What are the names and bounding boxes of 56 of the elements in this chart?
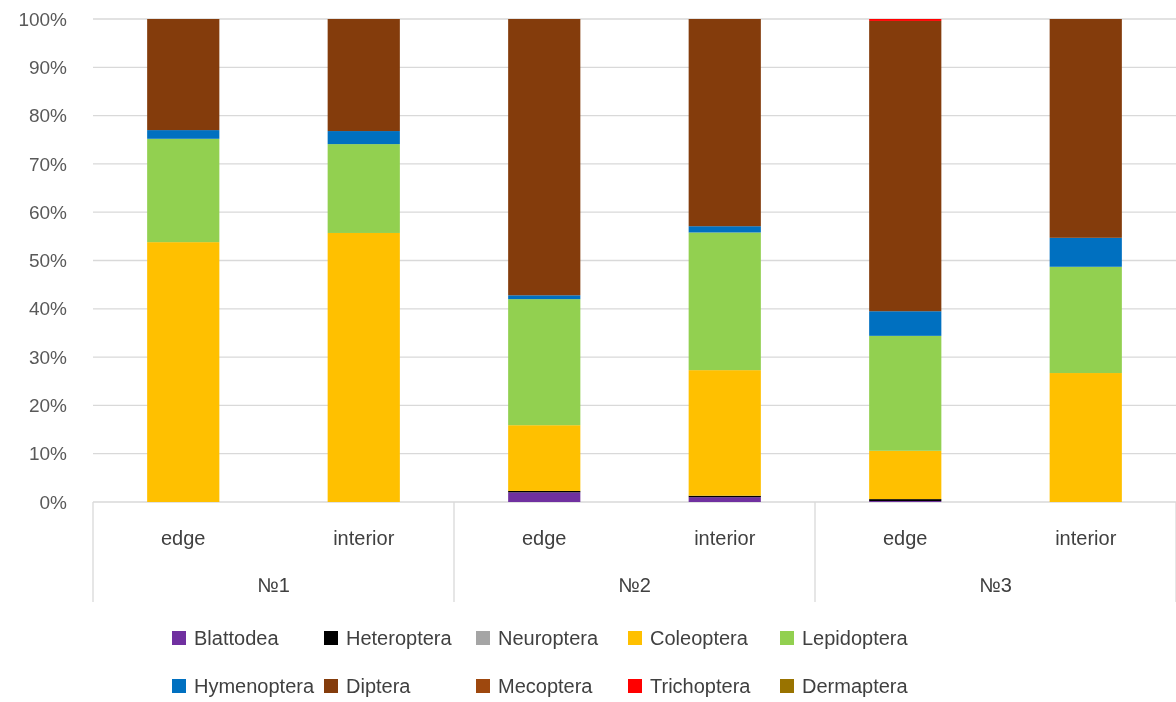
bar — [508, 492, 581, 502]
y-tick-label: 60% — [28, 201, 68, 223]
y-tick-label: 90% — [28, 56, 68, 78]
legend-label: Dermaptera — [802, 675, 909, 697]
legend-label: Mecoptera — [498, 675, 594, 697]
legend-label: Coleoptera — [650, 627, 749, 649]
y-tick-label: 0% — [39, 491, 68, 513]
bar — [869, 311, 942, 336]
text: №1 — [257, 574, 290, 596]
bar — [147, 242, 220, 502]
legend-label: Blattodea — [194, 627, 280, 649]
x-tick-label: interior — [333, 527, 395, 549]
bar — [1049, 266, 1122, 374]
bar — [1049, 237, 1122, 267]
x-tick-label: edge — [161, 527, 206, 549]
bar — [508, 19, 581, 296]
x-tick-label: edge — [883, 527, 928, 549]
bar — [508, 425, 581, 491]
bar — [327, 19, 400, 132]
bar — [327, 144, 400, 233]
bar — [327, 232, 400, 502]
text: №3 — [979, 574, 1012, 596]
y-tick-label: 70% — [28, 153, 68, 175]
bar — [869, 20, 942, 312]
bar — [688, 226, 761, 233]
y-tick-label: 100% — [18, 8, 68, 30]
y-tick-label: 50% — [28, 250, 68, 272]
legend-label: Heteroptera — [346, 627, 453, 649]
y-tick-label: 40% — [28, 298, 68, 320]
bar — [508, 299, 581, 426]
x-tick-label: interior — [1055, 527, 1117, 549]
bar — [688, 232, 761, 371]
bar — [869, 335, 942, 451]
bar — [1049, 373, 1122, 502]
y-tick-label: 80% — [28, 105, 68, 127]
bar — [688, 497, 761, 502]
text: №2 — [618, 574, 651, 596]
y-tick-label: 20% — [28, 395, 68, 417]
y-tick-label: 10% — [28, 443, 68, 465]
bar — [688, 370, 761, 496]
legend-label: Lepidoptera — [802, 627, 909, 649]
y-tick-label: 30% — [28, 346, 68, 368]
x-tick-label: interior — [694, 527, 756, 549]
bar — [508, 295, 581, 300]
x-tick-label: edge — [522, 527, 567, 549]
bar — [147, 130, 220, 139]
bar — [688, 19, 761, 227]
bar — [147, 138, 220, 243]
bar — [327, 131, 400, 145]
legend-label: Neuroptera — [498, 627, 599, 649]
bar — [1049, 19, 1122, 238]
bar — [147, 19, 220, 131]
legend-label: Hymenoptera — [194, 675, 315, 697]
bar — [869, 450, 942, 500]
legend-label: Trichoptera — [650, 675, 752, 697]
legend-label: Diptera — [346, 675, 412, 697]
